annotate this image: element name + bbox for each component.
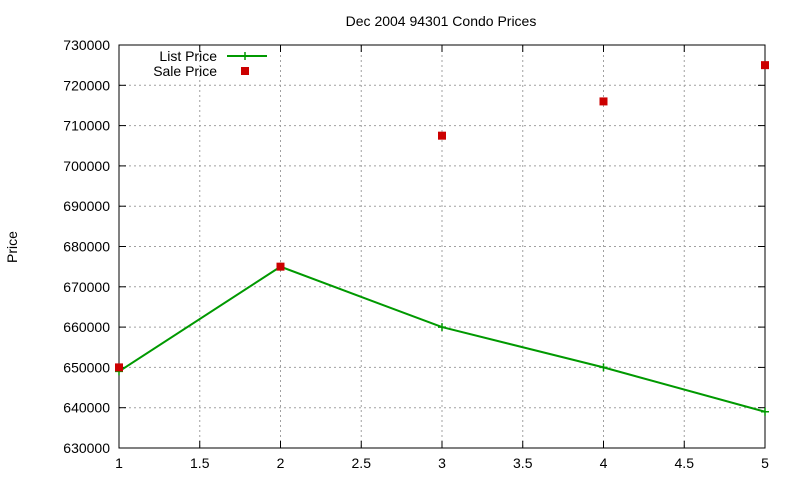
y-axis-label: Price	[4, 231, 20, 263]
series-layer	[115, 61, 769, 416]
y-tick-label: 650000	[63, 359, 110, 375]
y-tick-label: 730000	[63, 37, 110, 53]
legend-label: List Price	[159, 48, 217, 64]
y-tick-label: 710000	[63, 118, 110, 134]
y-tick-label: 700000	[63, 158, 110, 174]
x-tick-label: 1.5	[190, 455, 210, 471]
y-tick-label: 660000	[63, 319, 110, 335]
x-tick-label: 4	[600, 455, 608, 471]
data-point-marker	[438, 323, 446, 332]
y-tick-label: 670000	[63, 279, 110, 295]
legend-plus-marker	[241, 52, 249, 60]
x-tick-label: 3	[438, 455, 446, 471]
legend-label: Sale Price	[153, 63, 217, 79]
data-point-marker	[761, 61, 769, 70]
data-point-marker	[761, 407, 769, 416]
y-tick-label: 640000	[63, 400, 110, 416]
y-tick-label: 680000	[63, 239, 110, 255]
series-line	[118, 265, 766, 413]
series-sale-price	[115, 61, 769, 372]
y-tick-label: 720000	[63, 77, 110, 93]
x-tick-label: 1	[115, 455, 123, 471]
data-point-marker	[438, 131, 446, 140]
x-tick-label: 3.5	[513, 455, 533, 471]
y-tick-labels: 630000 640000 650000 660000 670000 680000 6900…	[63, 37, 110, 456]
data-point-marker	[276, 262, 285, 271]
axis-ticks	[118, 44, 766, 449]
chart-title: Dec 2004 94301 Condo Prices	[346, 13, 537, 29]
x-tick-label: 2	[277, 455, 285, 471]
data-point-marker	[115, 363, 123, 372]
x-tick-label: 4.5	[675, 455, 695, 471]
grid-lines	[119, 45, 765, 448]
y-tick-label: 630000	[63, 440, 110, 456]
x-tick-label: 5	[761, 455, 769, 471]
data-point-marker	[599, 363, 608, 372]
y-tick-label: 690000	[63, 198, 110, 214]
data-point-marker	[599, 97, 608, 106]
x-tick-labels: 1 1.5 2 2.5 3 3.5 4 4.5 5	[115, 455, 769, 471]
legend-square-marker	[241, 67, 249, 75]
x-tick-label: 2.5	[352, 455, 372, 471]
